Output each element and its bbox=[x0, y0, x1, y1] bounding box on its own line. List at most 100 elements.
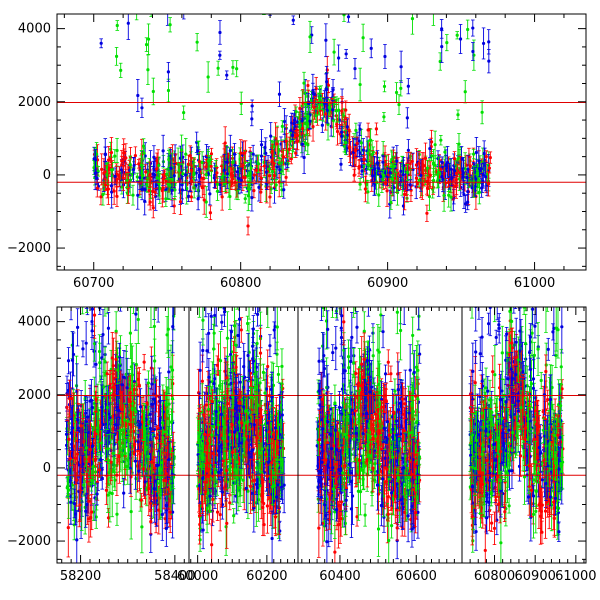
top-seg0-point bbox=[394, 82, 399, 103]
top-seg0-point bbox=[359, 128, 364, 157]
top-seg0-point bbox=[128, 155, 133, 174]
bottom-seg0-point bbox=[148, 508, 153, 535]
top-seg0-point bbox=[225, 158, 230, 189]
top-seg0-point bbox=[264, 160, 269, 185]
bottom-seg2-point bbox=[317, 498, 321, 558]
top-seg0-point bbox=[117, 170, 121, 180]
bottom-seg2-point bbox=[363, 503, 367, 527]
top-seg0-point bbox=[268, 14, 272, 16]
bottom-seg1-point bbox=[215, 503, 220, 521]
bottom-seg3-point bbox=[530, 307, 535, 326]
top-seg0-point bbox=[410, 153, 415, 170]
top-seg0-point bbox=[304, 0, 308, 11]
top-seg0-point bbox=[302, 71, 306, 95]
bottom-seg3-point bbox=[546, 337, 551, 361]
top-seg0-point bbox=[425, 204, 429, 222]
bottom-y-tick-label: 2000 bbox=[18, 388, 51, 403]
top-seg0-point bbox=[103, 165, 108, 179]
top-seg0-point bbox=[151, 77, 156, 106]
top-seg0-point bbox=[99, 153, 104, 186]
bottom-x-tick-label: 58200 bbox=[60, 569, 101, 584]
top-seg0-point bbox=[346, 14, 351, 23]
top-seg0-point bbox=[342, 14, 346, 22]
top-seg0-point bbox=[243, 193, 248, 204]
bottom-data-points bbox=[64, 230, 565, 563]
bottom-seg1-point bbox=[227, 495, 232, 511]
bottom-seg1-point bbox=[251, 247, 255, 299]
top-seg0-point bbox=[125, 173, 129, 188]
bottom-seg3-point bbox=[512, 238, 516, 263]
top-seg0-point bbox=[220, 183, 224, 211]
top-seg0-point bbox=[358, 178, 362, 191]
top-seg0-point bbox=[366, 140, 370, 166]
top-seg0-point bbox=[470, 19, 475, 37]
top-seg0-point bbox=[164, 168, 169, 181]
top-seg0-point bbox=[465, 19, 470, 40]
top-seg0-point bbox=[372, 155, 377, 183]
top-seg0-point bbox=[306, 134, 310, 155]
top-seg0-point bbox=[399, 50, 403, 83]
top-seg0-point bbox=[204, 186, 209, 218]
top-seg0-point bbox=[215, 176, 220, 193]
top-seg0-point bbox=[357, 159, 361, 177]
top-seg0-point bbox=[239, 91, 244, 115]
top-seg0-point bbox=[331, 79, 335, 101]
top-seg0-point bbox=[431, 155, 436, 173]
top-axes-frame bbox=[56, 13, 587, 271]
top-seg0-point bbox=[339, 158, 343, 171]
top-seg0-point bbox=[243, 169, 247, 187]
bottom-seg1-point bbox=[251, 315, 256, 343]
bottom-seg1-point bbox=[275, 307, 280, 351]
top-seg0-point bbox=[439, 30, 444, 63]
top-seg0-point bbox=[202, 185, 207, 215]
top-seg0-point bbox=[423, 142, 428, 174]
top-seg0-point bbox=[155, 172, 159, 184]
top-seg0-point bbox=[189, 157, 194, 184]
top-seg0-point bbox=[419, 159, 423, 192]
top-seg0-point bbox=[135, 172, 140, 182]
top-seg0-point bbox=[363, 175, 368, 203]
top-seg0-point bbox=[180, 163, 185, 184]
bottom-seg0-point bbox=[154, 307, 158, 309]
bottom-seg0-point bbox=[66, 347, 71, 375]
top-seg0-point bbox=[300, 122, 305, 135]
top-seg0-point bbox=[103, 178, 108, 191]
top-seg0-point bbox=[121, 138, 126, 168]
bottom-seg2-point bbox=[361, 468, 365, 491]
top-seg0-point bbox=[108, 141, 113, 157]
top-seg0-point bbox=[230, 168, 235, 184]
top-seg0-point bbox=[206, 61, 210, 93]
bottom-seg2-point bbox=[333, 384, 337, 422]
top-seg0-point bbox=[352, 168, 356, 182]
top-seg0-point bbox=[343, 130, 348, 155]
top-seg0-point bbox=[429, 129, 434, 154]
top-seg0-point bbox=[118, 62, 123, 78]
top-seg0-point bbox=[99, 188, 103, 206]
top-seg0-point bbox=[383, 44, 387, 69]
bottom-seg3-point bbox=[522, 230, 526, 258]
bottom-seg1-point bbox=[276, 366, 281, 383]
bottom-seg3-point bbox=[511, 234, 515, 279]
top-seg0-point bbox=[330, 100, 335, 120]
top-seg0-point bbox=[408, 179, 412, 190]
top-seg0-point bbox=[468, 156, 473, 176]
bottom-x-tick-label: 60200 bbox=[246, 569, 287, 584]
top-seg0-point bbox=[126, 172, 131, 204]
top-seg0-point bbox=[358, 67, 362, 102]
bottom-seg0-point bbox=[84, 307, 89, 314]
top-seg0-point bbox=[135, 180, 140, 210]
top-seg0-point bbox=[455, 31, 459, 40]
bottom-seg2-point bbox=[389, 512, 394, 539]
bottom-seg0-point bbox=[128, 271, 132, 289]
top-seg0-point bbox=[148, 193, 152, 211]
bottom-seg3-point bbox=[504, 258, 508, 280]
bottom-seg0-point bbox=[121, 478, 126, 509]
top-seg0-point bbox=[249, 152, 253, 184]
top-seg0-point bbox=[309, 91, 314, 110]
bottom-seg2-point bbox=[410, 316, 415, 355]
top-seg0-point bbox=[208, 205, 213, 221]
top-seg0-point bbox=[262, 14, 266, 16]
bottom-seg2-point bbox=[368, 238, 372, 279]
top-seg0-point bbox=[445, 34, 449, 52]
top-seg0-point bbox=[259, 166, 264, 191]
